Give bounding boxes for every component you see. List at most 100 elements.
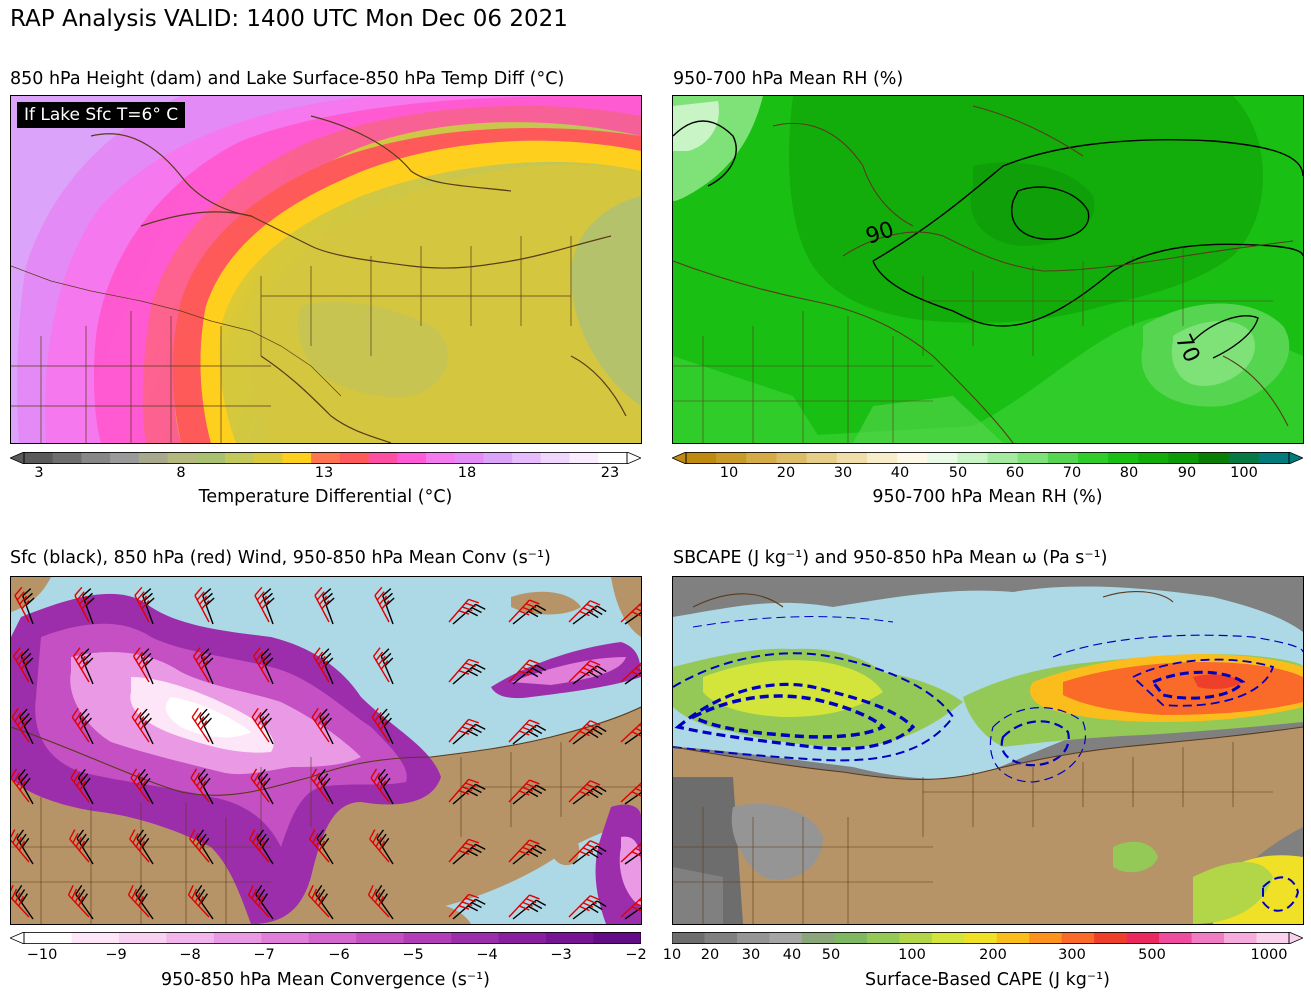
rh-colorbar-label: 950-700 hPa Mean RH (%): [872, 487, 1103, 507]
colorbar-segment: [52, 452, 83, 464]
wind-850-barb: [11, 768, 30, 803]
wind-850-barb: [568, 720, 601, 743]
surface-wind-barb: [77, 768, 94, 805]
colorbar-tick-label: 18: [457, 465, 477, 481]
colorbar-tick-label: 40: [890, 465, 910, 481]
colorbar-tick-label: 70: [1062, 465, 1082, 481]
wind-850-barb: [131, 707, 150, 743]
surface-wind-barb: [572, 725, 607, 745]
surface-wind-barb: [76, 829, 94, 865]
colorbar-tick-label: 100: [1230, 465, 1258, 481]
colorbar-tick-label: −4: [476, 947, 498, 963]
surface-wind-barb: [255, 885, 274, 920]
colorbar-segment: [1108, 452, 1139, 464]
colorbar-segment: [253, 452, 284, 464]
surface-wind-barb: [572, 785, 607, 805]
colorbar-tick-label: 500: [1138, 947, 1166, 963]
wind-850-barb: [247, 885, 270, 918]
colorbar-tick-label: 10: [719, 465, 739, 481]
colorbar-segment: [964, 932, 998, 944]
colorbar-segment: [593, 932, 642, 944]
surface-wind-barb: [382, 588, 395, 625]
colorbar-segment: [996, 932, 1030, 944]
temp-diff-colorbar: [8, 449, 643, 465]
wind-850-barb: [189, 829, 210, 863]
colorbar-segment: [451, 932, 500, 944]
colorbar-segment: [836, 452, 868, 464]
temp-diff-colorbar-label: Temperature Differential (°C): [198, 487, 453, 507]
surface-wind-barb: [452, 898, 486, 920]
colorbar-segment: [957, 452, 989, 464]
surface-wind-barb: [142, 588, 155, 625]
surface-wind-barb: [512, 784, 547, 805]
wind-850-barb: [11, 829, 30, 863]
wind-850-barb: [508, 599, 540, 623]
lake-sfc-temp-badge: If Lake Sfc T=6° C: [17, 102, 186, 128]
panel-4-title: SBCAPE (J kg⁻¹) and 950-850 hPa Mean ω (…: [673, 548, 1108, 568]
wind-850-barb: [370, 768, 390, 803]
colorbar-segment: [1198, 452, 1230, 464]
surface-wind-barb: [624, 846, 641, 865]
colorbar-segment: [397, 452, 427, 464]
surface-wind-barb: [22, 588, 35, 625]
wind-850-barb: [130, 768, 150, 803]
surface-wind-barb: [200, 648, 214, 685]
colorbar-segment: [71, 932, 120, 944]
surface-wind-barb: [19, 708, 34, 745]
wind-850-barb: [310, 768, 330, 803]
wind-850-barb: [249, 829, 270, 863]
wind-850-barb: [311, 707, 330, 743]
surface-wind-barb: [136, 829, 154, 865]
wind-850-barb: [568, 780, 601, 803]
colorbar-segment: [81, 452, 111, 464]
colorbar-segment: [261, 932, 310, 944]
surface-wind-barb: [256, 829, 274, 865]
colorbar-tick-label: 100: [898, 947, 926, 963]
colorbar-extend-max: [626, 451, 643, 465]
surface-wind-barb: [80, 648, 94, 685]
colorbar-segment: [167, 452, 197, 464]
colorbar-tick-label: −9: [105, 947, 127, 963]
surface-wind-barb: [452, 783, 486, 805]
wind-850-barb: [192, 647, 210, 683]
wind-850-barb: [367, 885, 390, 918]
colorbar-tick-label: 13: [314, 465, 334, 481]
wind-850-barb: [448, 718, 480, 743]
surface-wind-barb: [317, 768, 334, 805]
colorbar-segment: [24, 452, 54, 464]
colorbar-segment: [1077, 452, 1109, 464]
colorbar-tick-label: 40: [782, 947, 802, 963]
wind-850-barb: [309, 829, 330, 863]
colorbar-segment: [866, 932, 900, 944]
colorbar-segment: [931, 932, 965, 944]
colorbar-segment: [311, 452, 341, 464]
cape-omega-map: [672, 576, 1304, 925]
colorbar-tick-label: 80: [1119, 465, 1139, 481]
colorbar-tick-label: 20: [700, 947, 720, 963]
colorbar-tick-label: 23: [600, 465, 620, 481]
colorbar-segment: [1029, 932, 1063, 944]
colorbar-segment: [987, 452, 1019, 464]
colorbar-segment: [483, 452, 513, 464]
surface-wind-barb: [512, 899, 547, 920]
wind-850-barb: [568, 660, 601, 683]
colorbar-tick-label: 50: [948, 465, 968, 481]
wind-850-barb: [11, 707, 30, 743]
colorbar-segment: [927, 452, 958, 464]
wind-850-barb: [129, 829, 150, 863]
wind-850-barb: [71, 707, 90, 743]
colorbar-tick-label: −7: [253, 947, 275, 963]
wind-850-barb: [568, 840, 601, 863]
colorbar-segment: [704, 932, 738, 944]
colorbar-segment: [110, 452, 140, 464]
surface-wind-barb: [380, 648, 394, 685]
main-title: RAP Analysis VALID: 1400 UTC Mon Dec 06 …: [10, 6, 568, 32]
wind-850-barb: [508, 719, 540, 743]
colorbar-segment: [512, 452, 542, 464]
wind-850-barb: [134, 586, 150, 623]
colorbar-segment: [403, 932, 452, 944]
panel-1-title: 850 hPa Height (dam) and Lake Surface-85…: [10, 69, 565, 89]
surface-wind-barb: [259, 708, 274, 745]
colorbar-segment: [899, 932, 933, 944]
surface-wind-barb: [199, 708, 214, 745]
